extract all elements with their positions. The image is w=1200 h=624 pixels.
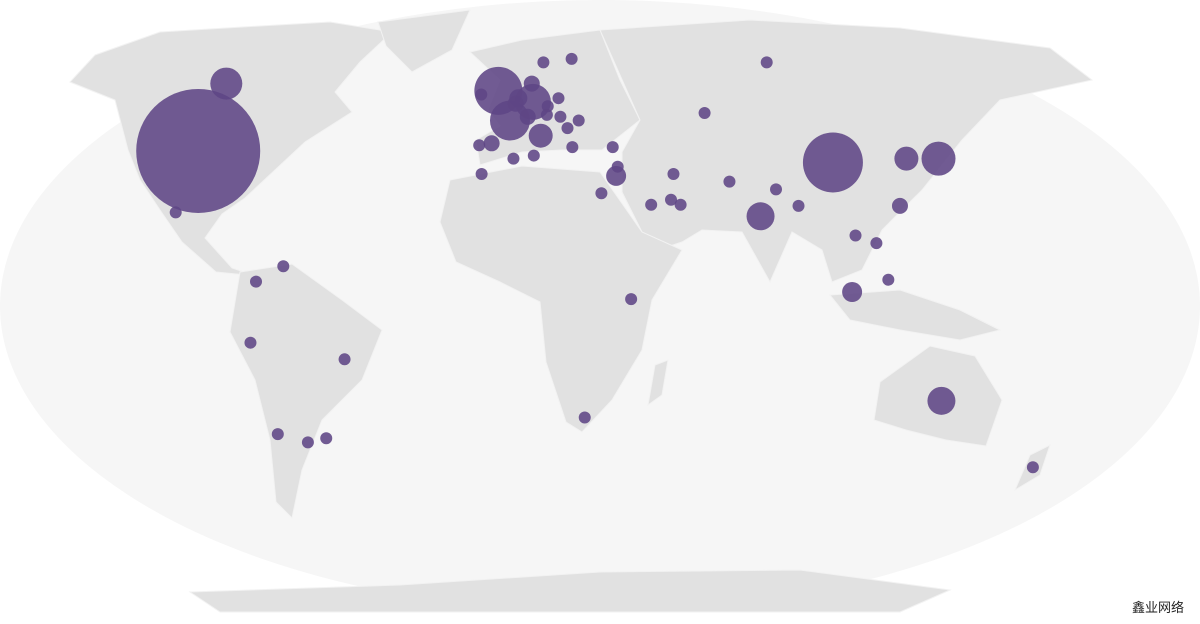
- map-bubble[interactable]: [674, 198, 687, 211]
- map-bubble[interactable]: [842, 282, 863, 303]
- map-bubble[interactable]: [606, 141, 619, 154]
- map-bubble[interactable]: [611, 160, 624, 173]
- map-bubble[interactable]: [523, 75, 540, 92]
- land-greenland: [377, 9, 471, 73]
- map-bubble[interactable]: [541, 100, 554, 113]
- land-south-america: [229, 263, 383, 520]
- map-bubble[interactable]: [338, 353, 351, 366]
- map-bubble[interactable]: [760, 56, 773, 69]
- map-bubble[interactable]: [625, 293, 638, 306]
- map-bubble[interactable]: [667, 167, 680, 180]
- map-bubble[interactable]: [578, 411, 591, 424]
- map-bubble[interactable]: [473, 139, 486, 152]
- land-antarctica: [188, 569, 952, 613]
- map-bubble[interactable]: [894, 146, 919, 171]
- map-bubble[interactable]: [746, 202, 775, 231]
- map-bubble[interactable]: [320, 432, 333, 445]
- land-layer: [69, 9, 1094, 613]
- map-bubble[interactable]: [561, 122, 574, 135]
- map-bubble[interactable]: [244, 336, 257, 349]
- map-bubble[interactable]: [927, 386, 956, 415]
- map-bubble[interactable]: [507, 95, 524, 112]
- land-madagascar: [647, 359, 669, 407]
- map-bubble[interactable]: [870, 237, 883, 250]
- map-bubble[interactable]: [792, 199, 805, 212]
- map-bubble[interactable]: [528, 123, 553, 148]
- map-bubble[interactable]: [475, 88, 488, 101]
- map-bubble[interactable]: [277, 260, 290, 273]
- map-bubble[interactable]: [169, 206, 182, 219]
- watermark: 鑫业网络: [1131, 601, 1184, 616]
- map-bubble[interactable]: [540, 108, 553, 121]
- map-bubble[interactable]: [271, 428, 284, 441]
- land-africa: [439, 165, 683, 433]
- map-bubble[interactable]: [507, 152, 520, 165]
- map-bubble[interactable]: [554, 110, 567, 123]
- map-bubble[interactable]: [849, 229, 862, 242]
- map-bubble[interactable]: [882, 273, 895, 286]
- land-southeast-asia-islands: [829, 289, 1002, 341]
- map-bubble[interactable]: [770, 183, 783, 196]
- map-bubble[interactable]: [565, 52, 578, 65]
- map-bubble[interactable]: [483, 135, 500, 152]
- map-bubble[interactable]: [595, 187, 608, 200]
- map-bubble[interactable]: [537, 56, 550, 69]
- map-bubble[interactable]: [921, 141, 956, 176]
- map-bubble[interactable]: [136, 88, 261, 213]
- map-bubble[interactable]: [645, 198, 658, 211]
- map-bubble[interactable]: [301, 436, 314, 449]
- map-bubble[interactable]: [250, 275, 263, 288]
- map-bubble[interactable]: [566, 141, 579, 154]
- map-bubble[interactable]: [723, 175, 736, 188]
- map-bubble[interactable]: [527, 149, 540, 162]
- map-bubble[interactable]: [802, 132, 863, 193]
- map-bubble[interactable]: [475, 167, 488, 180]
- map-bubble[interactable]: [665, 193, 678, 206]
- map-bubble[interactable]: [572, 114, 585, 127]
- map-bubble[interactable]: [210, 67, 243, 100]
- bubble-layer: [136, 52, 1039, 474]
- map-bubble[interactable]: [552, 92, 565, 105]
- map-bubble[interactable]: [519, 108, 536, 125]
- map-bubble[interactable]: [698, 107, 711, 120]
- map-bubble[interactable]: [891, 197, 908, 214]
- map-bubble[interactable]: [1026, 461, 1039, 474]
